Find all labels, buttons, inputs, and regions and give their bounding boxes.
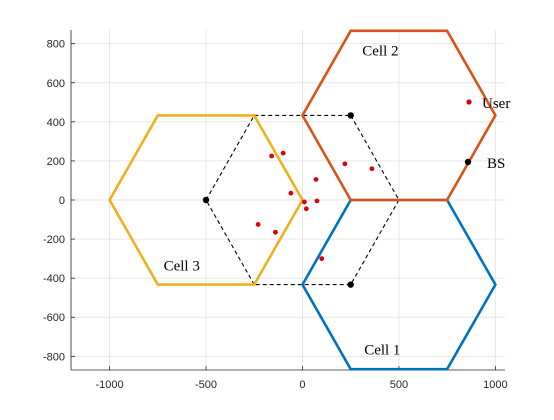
user-point: [342, 161, 348, 167]
user-point: [369, 166, 375, 172]
legend-bs-label: BS: [487, 156, 505, 172]
user-point: [313, 177, 319, 182]
legend-user-label: User: [482, 96, 510, 112]
user-point: [301, 199, 307, 205]
cell-label-1: Cell 1: [364, 342, 400, 358]
y-tick-label: 600: [47, 78, 65, 90]
user-point: [269, 153, 275, 159]
base-stations: [202, 112, 354, 288]
cell-hexagon-2: [301, 29, 497, 202]
y-tick-label: -400: [43, 273, 65, 285]
user-point: [255, 222, 261, 227]
bs-links: [205, 114, 400, 286]
x-tick-label: 500: [390, 379, 408, 391]
grid: [71, 30, 505, 370]
cell-label-3: Cell 3: [164, 258, 200, 274]
cells: [108, 29, 497, 371]
legend: User BS: [464, 96, 510, 172]
y-tick-label: -800: [43, 351, 65, 363]
bs-link-line: [205, 199, 255, 285]
cell-hexagon-3: [108, 114, 304, 286]
legend-bs-marker: [464, 158, 472, 166]
cell-label-2: Cell 2: [362, 43, 398, 59]
bs-link-line: [350, 115, 400, 201]
user-point: [280, 150, 286, 156]
user-point: [273, 229, 278, 235]
bs-point: [347, 112, 354, 119]
bs-point: [347, 281, 354, 288]
y-tick-label: 800: [47, 39, 65, 51]
x-tick-label: -500: [195, 379, 217, 391]
user-point: [303, 206, 309, 212]
y-tick-label: -600: [43, 312, 65, 324]
bs-point: [202, 196, 210, 204]
y-axis: -800 -600 -400 -200 0 200 400 600 800: [43, 30, 75, 370]
legend-user-marker: [466, 99, 472, 105]
x-tick-label: 1000: [483, 379, 507, 391]
x-tick-label: 0: [299, 379, 305, 391]
users: [255, 150, 375, 262]
x-tick-label: -1000: [96, 379, 124, 391]
user-point: [319, 256, 325, 262]
bs-link-line: [350, 199, 400, 285]
user-point: [288, 190, 294, 196]
y-tick-label: -200: [43, 234, 65, 246]
y-tick-label: 0: [59, 195, 65, 207]
user-point: [314, 198, 320, 204]
y-tick-label: 400: [47, 117, 65, 129]
cell-labels: Cell 1 Cell 2 Cell 3: [164, 43, 401, 358]
y-tick-label: 200: [47, 156, 65, 168]
bs-link-line: [205, 115, 255, 201]
